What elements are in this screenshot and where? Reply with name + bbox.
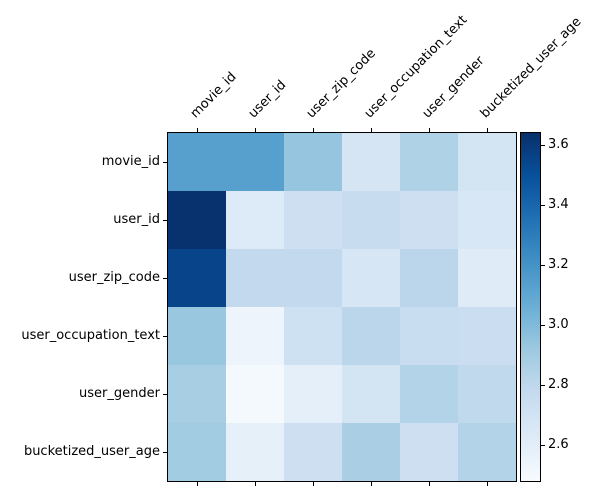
y-tick-mark: [163, 335, 168, 337]
colorbar-tick-mark: [541, 144, 545, 146]
colorbar-tick-label: 2.8: [548, 377, 569, 392]
heatmap-cell: [284, 249, 342, 307]
heatmap-cell: [226, 423, 284, 481]
colorbar-tick-label: 3.2: [548, 257, 569, 272]
heatmap-cell: [284, 307, 342, 365]
colorbar-tick-mark: [541, 204, 545, 206]
heatmap-cell: [284, 191, 342, 249]
y-tick-mark: [163, 393, 168, 395]
x-tick-mark-bottom: [196, 481, 198, 486]
x-tick-mark-top: [370, 128, 372, 133]
heatmap-cell: [458, 365, 516, 423]
colorbar-tick-mark: [541, 324, 545, 326]
y-tick-mark: [163, 161, 168, 163]
x-tick-mark-bottom: [428, 481, 430, 486]
heatmap-cell: [284, 133, 342, 191]
x-tick-mark-bottom: [486, 481, 488, 486]
heatmap-cell: [342, 249, 400, 307]
heatmap-cell: [168, 423, 226, 481]
heatmap-cell: [458, 307, 516, 365]
colorbar-tick-mark: [541, 444, 545, 446]
y-tick-label: user_gender: [79, 386, 160, 401]
heatmap-cell: [284, 423, 342, 481]
x-tick-mark-top: [254, 128, 256, 133]
heatmap-cell: [400, 307, 458, 365]
heatmap-cell: [168, 249, 226, 307]
x-tick-label: movie_id: [187, 69, 240, 122]
heatmap-cell: [342, 307, 400, 365]
x-tick-mark-bottom: [312, 481, 314, 486]
heatmap-cell: [168, 191, 226, 249]
y-tick-mark: [163, 277, 168, 279]
heatmap-cell: [458, 133, 516, 191]
heatmap-cell: [400, 191, 458, 249]
x-tick-mark-top: [196, 128, 198, 133]
heatmap-cell: [342, 133, 400, 191]
heatmap-cell: [400, 133, 458, 191]
y-tick-mark: [163, 451, 168, 453]
colorbar-tick-label: 2.6: [548, 437, 569, 452]
heatmap-cell: [342, 365, 400, 423]
colorbar-tick-label: 3.6: [548, 137, 569, 152]
heatmap-cell: [168, 365, 226, 423]
y-tick-label: user_zip_code: [68, 270, 160, 285]
heatmap-cell: [342, 423, 400, 481]
heatmap-cell: [400, 365, 458, 423]
heatmap-cell: [168, 133, 226, 191]
heatmap-cell: [458, 423, 516, 481]
heatmap-cell: [226, 365, 284, 423]
heatmap-cell: [226, 307, 284, 365]
colorbar-tick-mark: [541, 384, 545, 386]
y-tick-label: user_id: [113, 212, 160, 227]
colorbar-tick-mark: [541, 264, 545, 266]
heatmap-cell: [400, 423, 458, 481]
colorbar: [520, 132, 541, 482]
y-tick-label: user_occupation_text: [21, 328, 160, 343]
x-tick-mark-top: [486, 128, 488, 133]
x-tick-mark-top: [312, 128, 314, 133]
heatmap-cell: [226, 133, 284, 191]
y-tick-mark: [163, 219, 168, 221]
heatmap-cell: [458, 191, 516, 249]
heatmap-cell: [458, 249, 516, 307]
x-tick-mark-bottom: [254, 481, 256, 486]
x-tick-mark-bottom: [370, 481, 372, 486]
heatmap-cell: [226, 249, 284, 307]
x-tick-mark-top: [428, 128, 430, 133]
y-tick-label: bucketized_user_age: [23, 444, 160, 459]
heatmap-cell: [168, 307, 226, 365]
heatmap-cell: [400, 249, 458, 307]
heatmap-plot-area: [167, 132, 517, 482]
y-tick-label: movie_id: [101, 154, 160, 169]
heatmap-cell: [342, 191, 400, 249]
heatmap-cell: [226, 191, 284, 249]
colorbar-tick-label: 3.4: [548, 197, 569, 212]
colorbar-tick-label: 3.0: [548, 317, 569, 332]
x-tick-label: bucketized_user_age: [477, 14, 585, 122]
heatmap-cell: [284, 365, 342, 423]
x-tick-label: user_occupation_text: [361, 12, 471, 122]
x-tick-label: user_id: [245, 77, 290, 122]
